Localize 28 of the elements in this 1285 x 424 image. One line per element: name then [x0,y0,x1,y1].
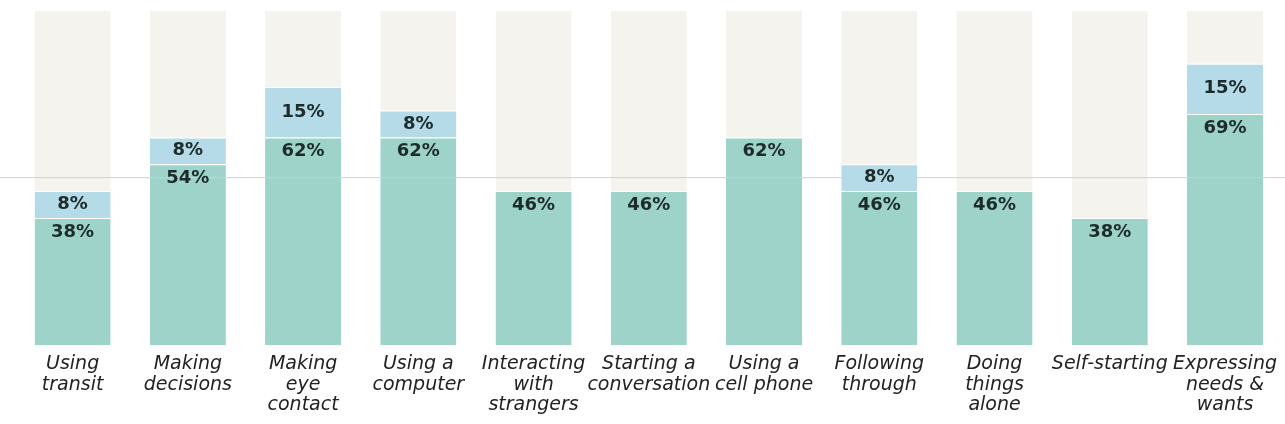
data-label: 8% [57,192,88,214]
data-label: 8% [864,165,895,187]
data-label: 38% [51,219,95,241]
x-tick-label: Making decisions [143,350,233,394]
data-label: 46% [972,192,1017,214]
x-tick-label: Interacting with strangers [481,350,586,415]
x-tick-label: Following through [834,350,925,394]
data-label: 46% [627,192,671,214]
data-label: 62% [281,139,325,161]
data-label: 62% [742,139,786,161]
x-tick-label: Using transit [41,350,105,394]
data-label: 8% [172,138,204,160]
x-tick-label: Making eye contact [267,350,341,415]
data-label: 54% [166,165,210,187]
x-tick-label: Using a cell phone [714,350,814,394]
data-label: 15% [1203,76,1247,98]
x-tick-label: Expressing needs & wants [1173,350,1278,415]
data-label: 15% [281,99,325,121]
x-tick-label: Starting a conversation [587,350,711,394]
x-tick-label: Self-starting [1051,350,1168,373]
x-tick-label: Doing things alone [965,350,1025,415]
data-label: 46% [512,192,556,214]
data-label: 38% [1088,219,1132,241]
data-label: 46% [857,192,901,214]
data-label: 62% [396,139,440,161]
data-label: 8% [403,111,434,133]
data-label: 69% [1203,115,1247,137]
x-tick-label: Using a computer [372,350,466,394]
